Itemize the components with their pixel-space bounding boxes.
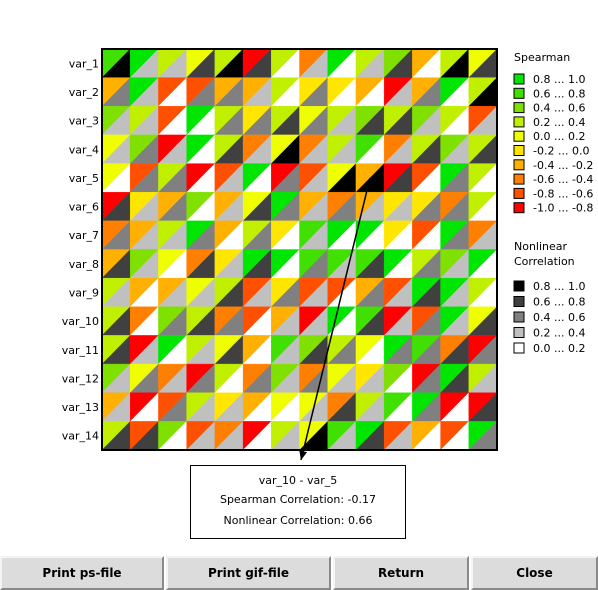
spearman-legend-swatch xyxy=(513,87,525,99)
nonlinear-legend-swatch xyxy=(513,296,525,307)
spearman-legend-swatch xyxy=(513,202,525,214)
nonlinear-correlation-text: Nonlinear Correlation: 0.66 xyxy=(223,514,373,527)
spearman-legend-swatch xyxy=(513,145,525,156)
nonlinear-legend-title: Nonlinear xyxy=(514,240,568,253)
spearman-legend-swatch xyxy=(513,102,525,114)
spearman-legend-label: -1.0 ... -0.8 xyxy=(533,202,593,215)
row-label-var-1: var_1 xyxy=(69,57,99,70)
spearman-legend-label: 0.8 ... 1.0 xyxy=(533,73,585,86)
spearman-legend-label: -0.2 ... 0.0 xyxy=(533,145,589,158)
print-gif-button[interactable]: Print gif-file xyxy=(166,556,331,590)
nonlinear-legend-label: 0.6 ... 0.8 xyxy=(533,296,585,309)
nonlinear-legend-swatch xyxy=(513,280,525,292)
heatmap-cells xyxy=(101,48,498,451)
spearman-correlation-text: Spearman Correlation: -0.17 xyxy=(219,493,377,506)
row-label-var-4: var_4 xyxy=(69,143,99,156)
nonlinear-legend-title-line2: Correlation xyxy=(514,255,575,268)
spearman-legend-label: 0.6 ... 0.8 xyxy=(533,87,585,100)
spearman-legend-swatch xyxy=(513,130,525,142)
spearman-legend-swatch xyxy=(513,116,525,128)
correlation-heatmap[interactable]: var_1 var_2 var_3 var_4 var_5 var_6 var_7 var_8… xyxy=(0,0,598,556)
row-label-var-8: var_8 xyxy=(69,258,99,271)
spearman-legend-label: -0.8 ... -0.6 xyxy=(533,187,593,200)
row-label-var-11: var_11 xyxy=(62,344,99,357)
spearman-legend-label: 0.0 ... 0.2 xyxy=(533,130,585,143)
button-bar: Print ps-file Print gif-file Return Clos… xyxy=(0,556,598,590)
row-label-var-14: var_14 xyxy=(62,430,99,443)
spearman-legend-swatch xyxy=(513,173,525,185)
selection-pointer xyxy=(299,177,371,461)
nonlinear-legend-label: 0.0 ... 0.2 xyxy=(533,342,585,355)
nonlinear-legend-label: 0.8 ... 1.0 xyxy=(533,280,585,293)
row-label-var-3: var_3 xyxy=(69,115,99,128)
row-label-var-5: var_5 xyxy=(69,172,99,185)
pointer-line xyxy=(300,177,371,461)
spearman-legend-label: 0.2 ... 0.4 xyxy=(533,116,585,129)
nonlinear-legend-label: 0.2 ... 0.4 xyxy=(533,327,585,340)
row-label-var-9: var_9 xyxy=(69,286,99,299)
spearman-legend-swatch xyxy=(513,187,525,199)
spearman-legend-swatch xyxy=(513,73,525,85)
nonlinear-legend-swatch xyxy=(513,327,525,338)
row-label-var-7: var_7 xyxy=(69,229,99,242)
row-label-var-2: var_2 xyxy=(69,86,99,99)
spearman-legend-swatch xyxy=(513,159,525,171)
nonlinear-legend-label: 0.4 ... 0.6 xyxy=(533,311,585,324)
row-label-var-10: var_10 xyxy=(62,315,99,328)
selected-pair-label: var_10 - var_5 xyxy=(258,474,338,487)
return-button[interactable]: Return xyxy=(333,556,469,590)
row-label-var-6: var_6 xyxy=(69,201,99,214)
row-labels: var_1 var_2 var_3 var_4 var_5 var_6 var_7 var_8… xyxy=(62,57,99,442)
spearman-legend-title: Spearman xyxy=(514,51,570,64)
pointer-arrowhead xyxy=(299,450,308,460)
print-ps-button[interactable]: Print ps-file xyxy=(0,556,164,590)
nonlinear-legend-swatch xyxy=(513,311,525,323)
row-label-var-13: var_13 xyxy=(62,401,99,414)
heatmap-frame xyxy=(101,48,498,451)
selection-info-box: var_10 - var_5 Spearman Correlation: -0.… xyxy=(190,465,406,539)
close-button[interactable]: Close xyxy=(471,556,598,590)
nonlinear-legend-swatch xyxy=(513,342,525,354)
spearman-legend-label: 0.4 ... 0.6 xyxy=(533,102,585,115)
spearman-legend-label: -0.4 ... -0.2 xyxy=(533,159,593,172)
row-label-var-12: var_12 xyxy=(62,372,99,385)
spearman-legend-label: -0.6 ... -0.4 xyxy=(533,173,593,186)
